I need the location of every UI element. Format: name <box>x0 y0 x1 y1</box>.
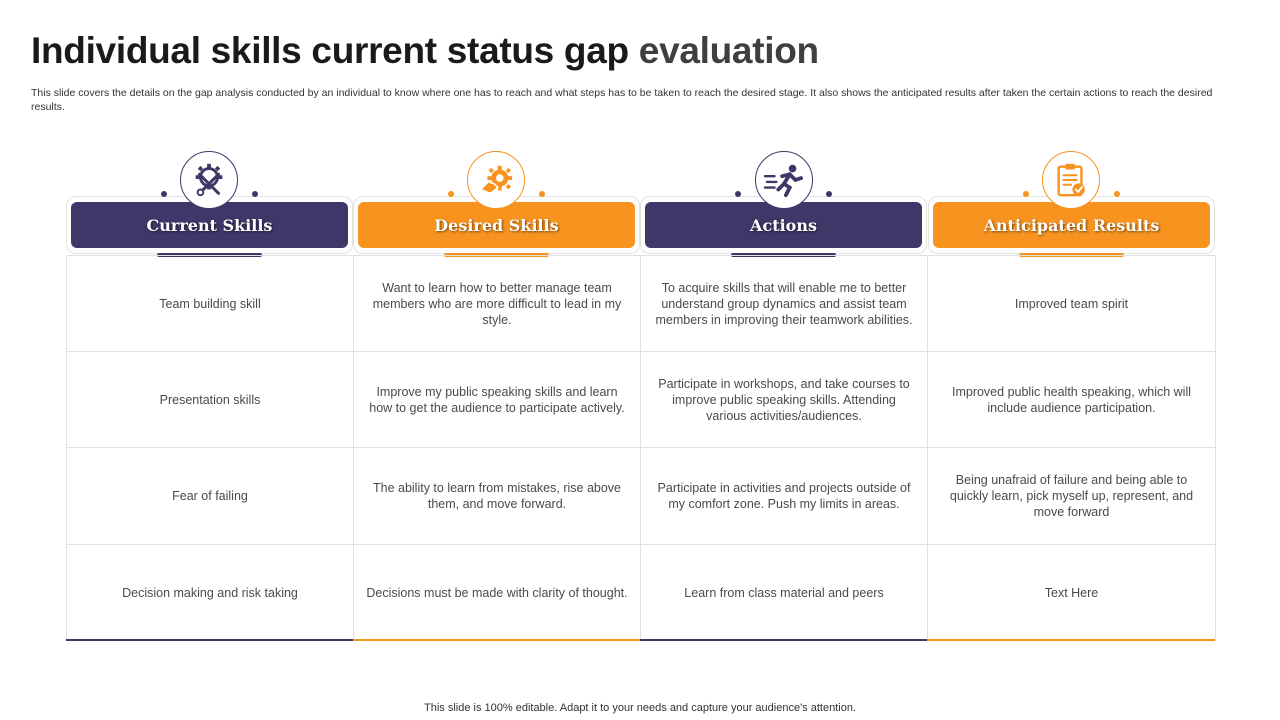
page-subtitle: This slide covers the details on the gap… <box>31 87 1213 113</box>
table-cell: Improve my public speaking skills and le… <box>354 352 641 448</box>
page-title-main: Individual skills current status gap <box>31 30 629 71</box>
table-cell: Decision making and risk taking <box>67 545 354 641</box>
column-label: Desired Skills <box>358 202 635 248</box>
table-cell: Learn from class material and peers <box>641 545 928 641</box>
column-header-anticipated-results: Anticipated Results <box>928 191 1215 257</box>
table-cell: Being unafraid of failure and being able… <box>928 448 1216 544</box>
column-bottom-line <box>927 639 1215 641</box>
column-bottom-line <box>353 639 640 641</box>
table-row: Team building skill Want to learn how to… <box>67 255 1216 352</box>
table-cell: To acquire skills that will enable me to… <box>641 256 928 352</box>
table-cell: The ability to learn from mistakes, rise… <box>354 448 641 544</box>
table-cell: Fear of failing <box>67 448 354 544</box>
table-cell: Text Here <box>928 545 1216 641</box>
table-row: Presentation skills Improve my public sp… <box>67 351 1216 448</box>
table-cell: Improved team spirit <box>928 256 1216 352</box>
footer-note: This slide is 100% editable. Adapt it to… <box>424 702 856 714</box>
hand-gear-icon <box>467 151 525 209</box>
table-row: Fear of failing The ability to learn fro… <box>67 447 1216 544</box>
table-cell: Presentation skills <box>67 352 354 448</box>
tools-gear-icon <box>180 151 238 209</box>
table-cell: Team building skill <box>67 256 354 352</box>
column-bottom-line <box>66 639 353 641</box>
column-label: Anticipated Results <box>933 202 1210 248</box>
table-cell: Want to learn how to better manage team … <box>354 256 641 352</box>
table-cell: Improved public health speaking, which w… <box>928 352 1216 448</box>
column-bottom-line <box>640 639 927 641</box>
table-cell: Decisions must be made with clarity of t… <box>354 545 641 641</box>
clipboard-check-icon <box>1042 151 1100 209</box>
page-title-accent: evaluation <box>638 30 819 71</box>
page-title: Individual skills current status gap eva… <box>31 30 819 72</box>
column-label: Actions <box>645 202 922 248</box>
column-label: Current Skills <box>71 202 348 248</box>
runner-icon <box>755 151 813 209</box>
column-header-desired-skills: Desired Skills <box>353 191 640 257</box>
table-cell: Participate in workshops, and take cours… <box>641 352 928 448</box>
skills-table: Team building skill Want to learn how to… <box>66 255 1216 641</box>
table-cell: Participate in activities and projects o… <box>641 448 928 544</box>
table-row: Decision making and risk taking Decision… <box>67 544 1216 641</box>
